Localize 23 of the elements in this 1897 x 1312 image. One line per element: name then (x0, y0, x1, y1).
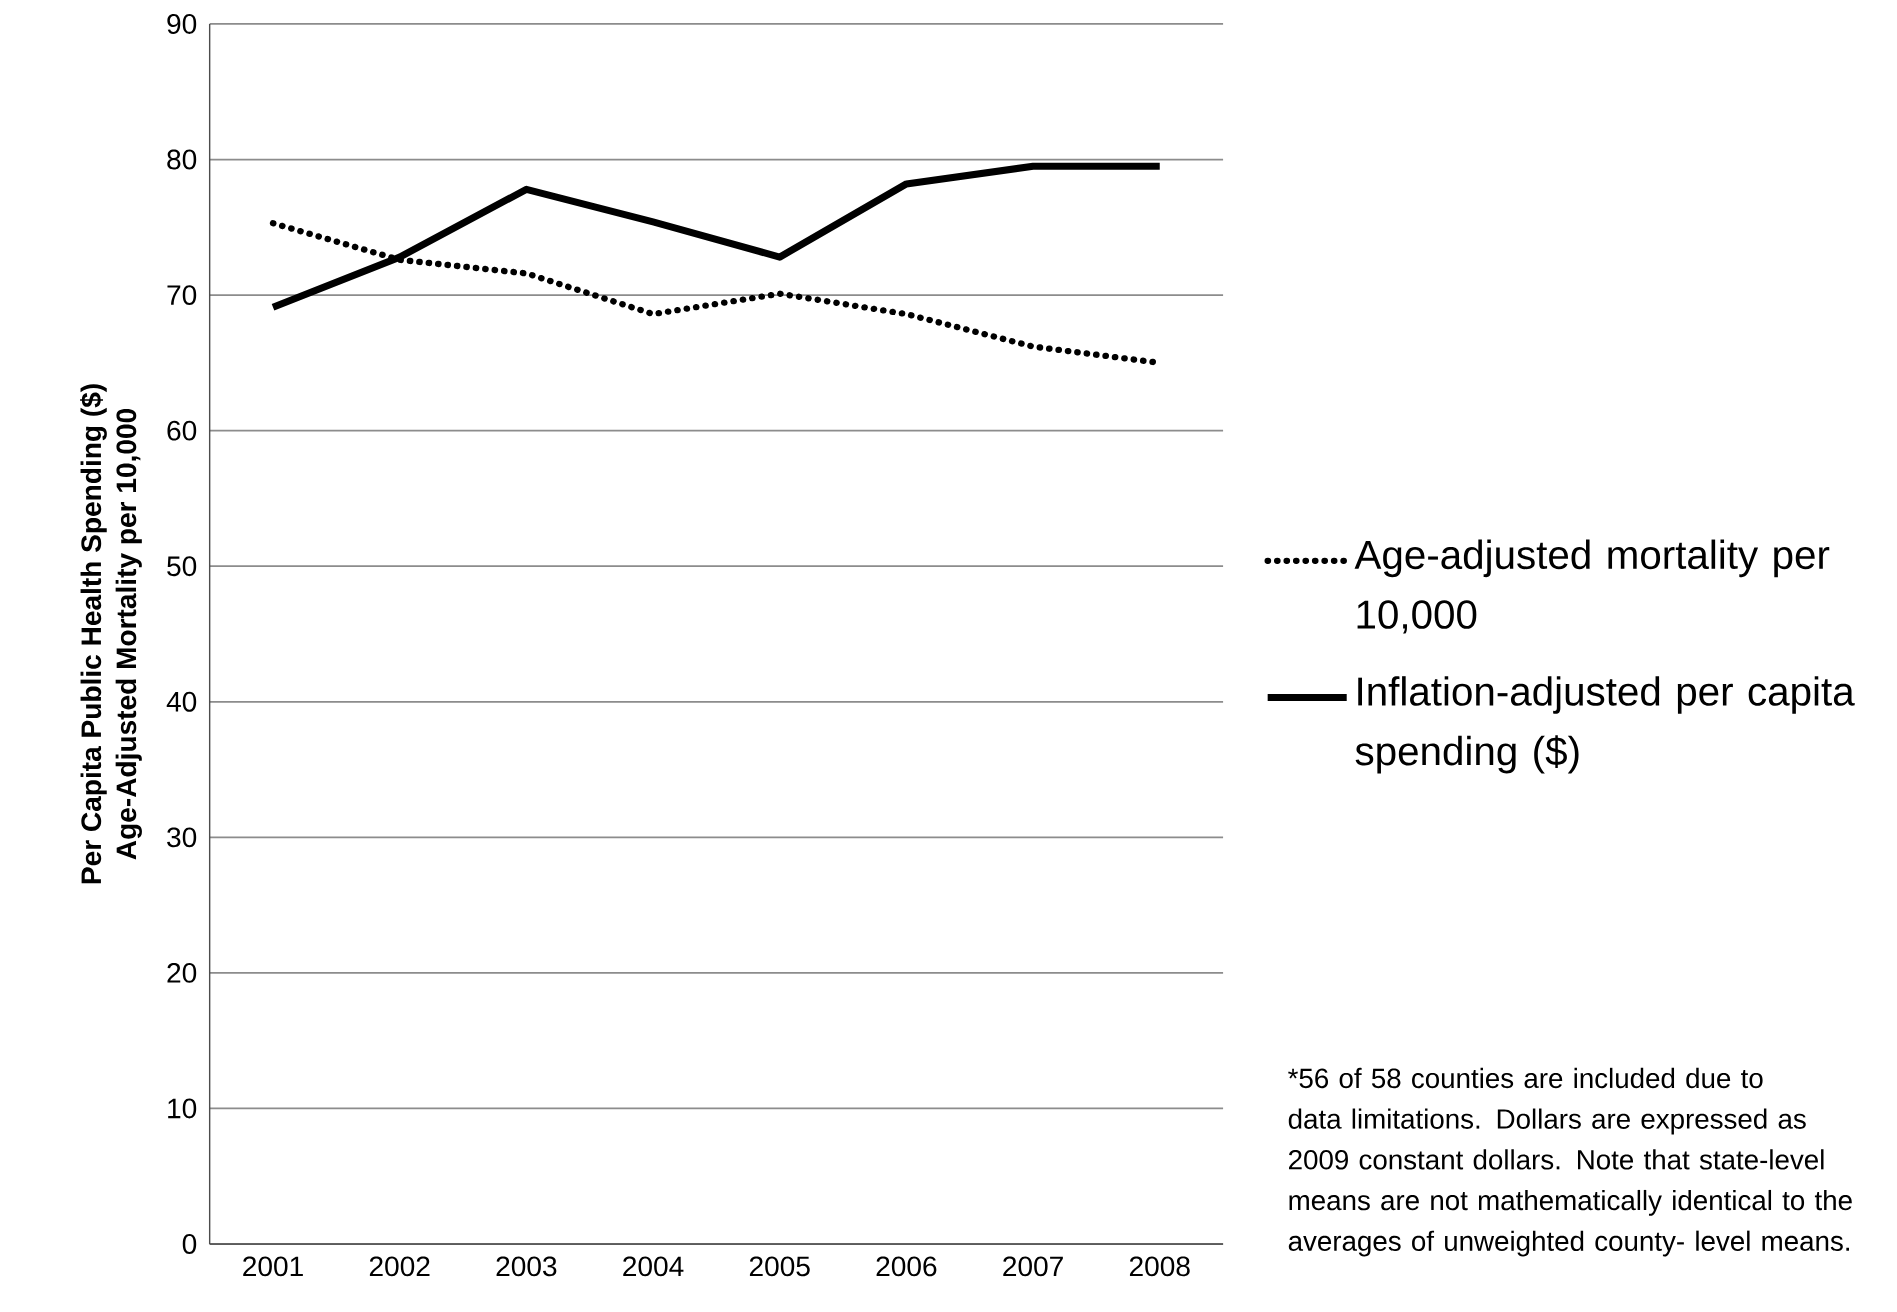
x-tick-label: 2007 (1003, 1256, 1063, 1277)
x-tick-label: 2004 (623, 1256, 684, 1277)
y-tick-label: 40 (166, 691, 197, 712)
text: *56 of 58 counties are included due to data limitations. Dollars are expressed as 2009 constant dollars. Note that state-level means are not mathematically identical to the averages of unweighted county- level means. (1288, 1067, 1852, 1257)
legend-label: Age-adjusted mortality per 10,000 (1354, 539, 1830, 634)
y-tick-label: 20 (167, 963, 197, 983)
legend-label: Inflation-adjusted per capita spending ($) (1355, 676, 1855, 774)
y-tick-label: 10 (168, 1098, 197, 1119)
x-tick-label: 2008 (1129, 1256, 1190, 1277)
y-tick-label: 80 (167, 149, 197, 170)
text: Age-Adjusted Mortality per 10,000 (115, 409, 142, 860)
y-tick-label: 0 (182, 1234, 197, 1254)
x-tick-label: 2005 (749, 1256, 810, 1277)
x-tick-label: 2002 (369, 1256, 430, 1277)
y-tick-label: 60 (167, 420, 197, 441)
y-tick-label: 50 (167, 556, 197, 577)
x-tick-label: 2003 (496, 1256, 557, 1277)
y-tick-label: 30 (167, 827, 197, 848)
x-tick-label: 2001 (243, 1256, 303, 1277)
x-tick-label: 2006 (876, 1256, 937, 1277)
y-tick-label: 90 (167, 14, 197, 34)
y-tick-label: 70 (167, 285, 197, 306)
text: Per Capita Public Health Spending ($) (80, 384, 107, 884)
